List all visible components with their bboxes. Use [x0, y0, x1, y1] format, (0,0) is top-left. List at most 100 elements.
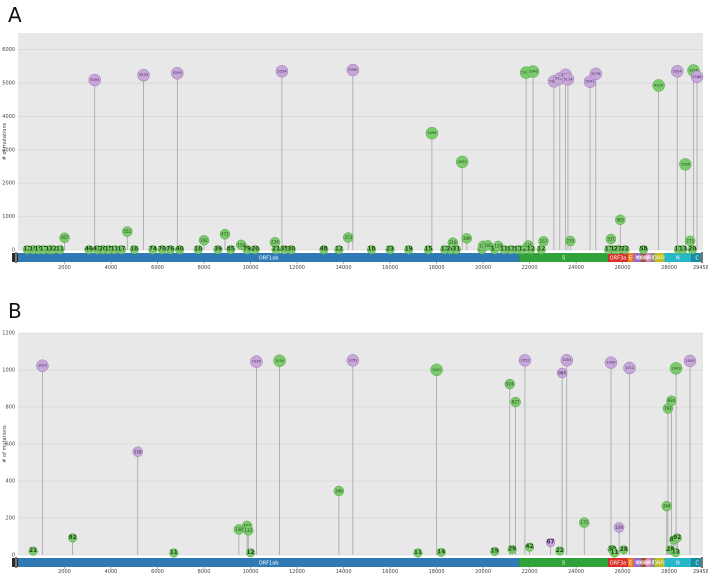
panel-a: A 0 1000 2000 3000 4000 5000 6000 # of mutations…	[2, 3, 708, 271]
mutation-count-label: 1011	[625, 366, 634, 370]
mutation-count-label: 67	[546, 540, 554, 546]
mutation-count-label: 292	[200, 238, 208, 243]
mutation-count-label: 552	[123, 229, 131, 234]
x-tick-label: 20000	[475, 265, 491, 271]
gene-label: ORF3a	[610, 560, 627, 566]
mutation-marker	[545, 538, 556, 548]
gene-label: ORF6	[637, 255, 650, 261]
mutation-marker	[679, 158, 692, 171]
x-max-label: 29458 aa	[693, 569, 708, 575]
mutation-marker	[286, 245, 296, 255]
x-tick-label: 26000	[615, 265, 631, 271]
mutation-marker	[175, 245, 185, 255]
mutation-count-label: 13	[679, 247, 687, 253]
mutation-count-label: 21	[272, 247, 280, 253]
mutation-marker	[619, 545, 629, 555]
gene-orf1ab	[18, 558, 520, 567]
gene-label: E	[629, 255, 632, 261]
mutation-marker	[556, 367, 568, 379]
mutation-count-label: 5235	[139, 73, 148, 77]
gene-label: ORF7b	[644, 560, 661, 566]
gene-label: C	[695, 255, 699, 261]
mutation-count-label: 46	[85, 247, 93, 253]
gene-label: ORF3a	[610, 255, 627, 261]
mutation-marker	[620, 245, 630, 255]
mutation-marker	[165, 245, 175, 255]
mutation-count-label: 2566	[681, 162, 691, 166]
mutation-marker	[666, 395, 677, 406]
mutation-marker	[242, 525, 254, 536]
mutation-count-label: 28	[620, 547, 628, 553]
mutation-marker	[334, 245, 344, 255]
y-tick-label: 0	[12, 553, 15, 559]
mutation-count-label: 1049	[685, 359, 695, 363]
mutation-count-label: 70	[158, 247, 166, 253]
mutation-marker	[171, 66, 184, 80]
mutation-count-label: 5390	[348, 68, 358, 72]
mutation-count-label: 5093	[90, 78, 99, 82]
mutation-marker	[68, 533, 78, 543]
mutation-marker	[137, 68, 150, 82]
mutation-count-label: 140	[484, 243, 492, 248]
mutation-marker	[510, 396, 521, 408]
mutation-count-label: 154	[237, 242, 245, 247]
x-tick-label: 10000	[243, 265, 259, 271]
gene-label: ORF7a	[640, 560, 657, 566]
mutation-marker	[88, 73, 101, 87]
mutation-count-label: 10	[194, 247, 202, 253]
mutation-count-label: 1001	[432, 368, 441, 372]
mutation-marker	[605, 233, 617, 245]
mutation-count-label: 133	[244, 528, 252, 533]
mutation-marker	[613, 522, 625, 533]
y-tick-label: 1000	[2, 214, 15, 220]
mutation-count-label: 1053	[562, 358, 571, 362]
mutation-marker	[116, 245, 127, 255]
mutation-marker	[669, 362, 683, 375]
mutation-count-label: 20	[251, 247, 259, 253]
mutation-count-label: 92	[69, 535, 77, 541]
gene-label: M	[635, 255, 639, 261]
mutation-marker	[132, 446, 144, 458]
mutation-count-label: 138	[235, 527, 243, 532]
x-tick-label: 28000	[661, 265, 677, 271]
gene-label: ORF1ab	[259, 560, 279, 566]
mutation-count-label: 827	[512, 400, 520, 405]
x-tick-label: 28000	[661, 569, 677, 575]
mutation-count-label: 905	[616, 217, 624, 222]
x-tick-label: 18000	[429, 569, 445, 575]
mutation-marker	[671, 548, 681, 558]
gene-c	[691, 253, 703, 262]
mutation-marker	[504, 378, 516, 390]
mutation-marker	[589, 67, 603, 81]
gene-label: M	[635, 560, 639, 566]
mutation-count-label: 11	[674, 247, 682, 253]
track-end-marker	[701, 252, 703, 263]
mutation-count-label: 29	[508, 547, 516, 553]
mutation-marker	[526, 245, 536, 255]
mutation-marker	[578, 517, 590, 528]
mutation-count-label: 35	[280, 247, 288, 253]
mutation-count-label: 12	[537, 247, 545, 253]
gene-s	[519, 253, 609, 262]
x-tick-label: 8000	[198, 569, 211, 575]
mutation-count-label: 1023	[38, 364, 47, 368]
mutation-marker	[404, 245, 414, 255]
mutation-count-label: 20	[99, 247, 107, 253]
gene-label: ORF7a	[640, 255, 657, 261]
panel-letter: B	[8, 299, 22, 323]
gene-orf7b	[650, 253, 655, 262]
y-axis-label: # of mutations	[2, 425, 8, 463]
x-tick-label: 4000	[105, 265, 118, 271]
y-tick-label: 6000	[2, 47, 15, 53]
track-start-marker	[15, 252, 17, 263]
gene-s	[519, 558, 609, 567]
x-tick-label: 10000	[243, 569, 259, 575]
gene-orf3a	[608, 558, 628, 567]
mutation-marker	[451, 245, 461, 255]
mutation-count-label: 11	[610, 550, 618, 556]
plot-background	[18, 33, 703, 250]
mutation-count-label: 1052	[348, 358, 357, 362]
mutation-count-label: 2639	[458, 160, 468, 164]
gene-c	[691, 558, 703, 567]
mutation-count-label: 13	[672, 550, 680, 556]
